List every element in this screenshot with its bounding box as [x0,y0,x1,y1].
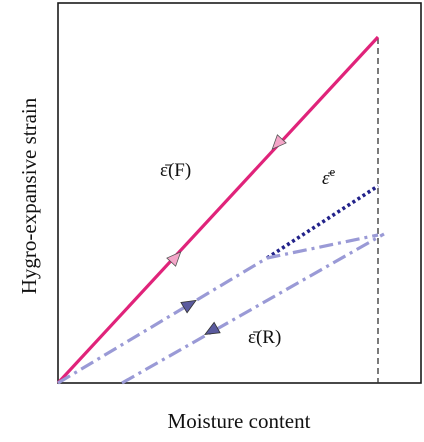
x-axis-label: Moisture content [168,409,311,433]
elastic-strain-label: ε̄e [322,164,336,189]
free-arrow-down [271,134,287,150]
free-strain-line [56,35,380,385]
elastic-strain-line [266,184,379,260]
plot-frame [57,2,422,384]
y-axis-label: Hygro-expansive strain [17,97,41,294]
elastic-strain-label-sup: e [330,164,336,179]
restrained-loading-line [57,233,379,385]
free-strain-label: ε̄(F) [160,160,191,181]
restrained-arrow-up [180,299,197,314]
restrained-arrow-down [204,321,221,335]
restrained-strain-label: ε̄(R) [248,327,281,348]
free-arrow-up [166,251,182,267]
restrained-unloading-line [121,232,385,385]
